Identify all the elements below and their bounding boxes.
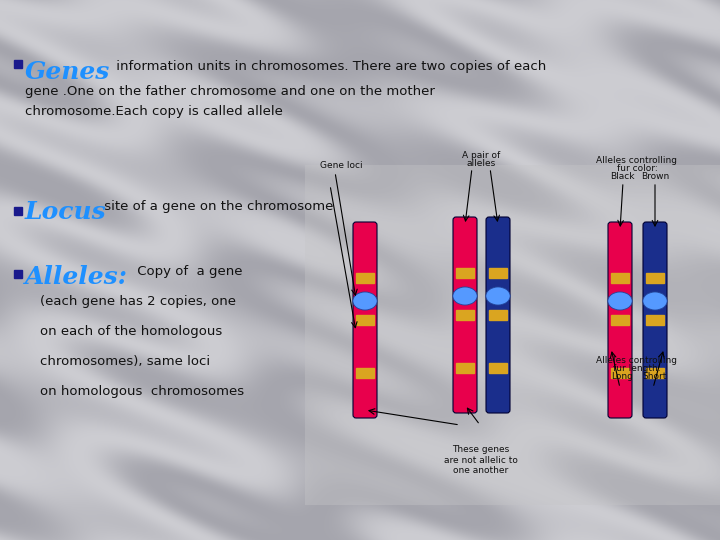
Text: These genes
are not allelic to
one another: These genes are not allelic to one anoth…: [444, 445, 518, 475]
FancyBboxPatch shape: [353, 222, 377, 418]
Bar: [456, 310, 474, 320]
Text: Genes: Genes: [25, 60, 110, 84]
Text: Long: Long: [611, 372, 633, 381]
Bar: [14, 270, 22, 278]
Text: Gene loci: Gene loci: [320, 161, 363, 170]
Text: chromosome.Each copy is called allele: chromosome.Each copy is called allele: [25, 105, 283, 118]
Text: A pair of: A pair of: [462, 151, 500, 160]
Text: Locus: Locus: [25, 200, 107, 224]
Text: alleles: alleles: [467, 159, 495, 168]
Text: gene .One on the father chromosome and one on the mother: gene .One on the father chromosome and o…: [25, 85, 435, 98]
Bar: [456, 363, 474, 374]
Text: (each gene has 2 copies, one: (each gene has 2 copies, one: [40, 295, 236, 308]
Bar: [489, 310, 507, 320]
Text: Short: Short: [643, 372, 667, 381]
Ellipse shape: [643, 292, 667, 310]
Text: Alleles:: Alleles:: [25, 265, 128, 289]
Bar: [646, 273, 664, 284]
Bar: [14, 207, 22, 215]
Ellipse shape: [353, 292, 377, 310]
Text: chromosomes), same loci: chromosomes), same loci: [40, 355, 210, 368]
Ellipse shape: [453, 287, 477, 305]
FancyBboxPatch shape: [486, 217, 510, 413]
Text: on homologous  chromosomes: on homologous chromosomes: [40, 385, 244, 398]
Ellipse shape: [608, 292, 632, 310]
Text: Alleles controlling: Alleles controlling: [596, 356, 678, 365]
Bar: [611, 273, 629, 284]
Bar: [611, 368, 629, 379]
FancyBboxPatch shape: [608, 222, 632, 418]
FancyBboxPatch shape: [643, 222, 667, 418]
Bar: [646, 315, 664, 325]
Bar: [489, 363, 507, 374]
Bar: [646, 368, 664, 379]
Text: information units in chromosomes. There are two copies of each: information units in chromosomes. There …: [112, 60, 546, 73]
Bar: [356, 368, 374, 379]
Text: on each of the homologous: on each of the homologous: [40, 325, 222, 338]
Bar: [489, 268, 507, 279]
Bar: [356, 315, 374, 325]
Text: fur length:: fur length:: [613, 364, 661, 373]
Text: Brown: Brown: [641, 172, 669, 181]
Bar: [14, 60, 22, 68]
Text: fur color:: fur color:: [616, 164, 657, 173]
Bar: [356, 273, 374, 284]
Ellipse shape: [486, 287, 510, 305]
Text: Black: Black: [610, 172, 634, 181]
Text: Alleles controlling: Alleles controlling: [596, 156, 678, 165]
Text: Copy of  a gene: Copy of a gene: [133, 265, 243, 278]
Bar: [611, 315, 629, 325]
Text: site of a gene on the chromosome: site of a gene on the chromosome: [100, 200, 333, 213]
FancyBboxPatch shape: [453, 217, 477, 413]
Bar: [305, 165, 720, 505]
Bar: [456, 268, 474, 279]
